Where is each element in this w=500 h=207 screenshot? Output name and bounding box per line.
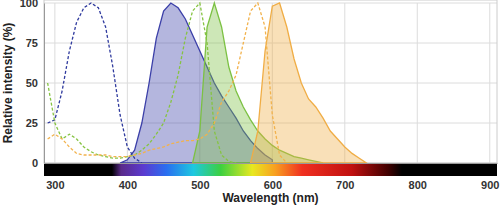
y-tick-label: 100 xyxy=(20,0,38,9)
y-tick: 100 xyxy=(20,0,44,9)
x-tick-label: 700 xyxy=(336,179,354,191)
x-tick: 900 xyxy=(481,163,499,191)
plot-area xyxy=(48,3,367,163)
plot-frame xyxy=(44,0,497,163)
x-grid-line xyxy=(127,3,128,163)
x-axis-title: Wavelength (nm) xyxy=(222,191,318,205)
x-tick-label: 800 xyxy=(409,179,427,191)
y-tick-label: 50 xyxy=(26,77,38,89)
y-axis: 0 25 50 75 100 xyxy=(20,0,45,169)
y-axis-title: Relative intensity (%) xyxy=(1,23,15,144)
y-tick: 50 xyxy=(26,77,44,89)
series-line xyxy=(48,3,236,163)
y-tick: 75 xyxy=(26,37,44,49)
x-tick: 300 xyxy=(46,163,64,191)
series-area xyxy=(251,3,367,163)
y-tick-label: 25 xyxy=(26,117,38,129)
x-tick-label: 300 xyxy=(46,179,64,191)
x-tick-label: 500 xyxy=(191,179,209,191)
series-line xyxy=(48,3,287,163)
x-tick: 400 xyxy=(119,163,137,191)
x-axis-line xyxy=(45,163,498,164)
y-tick: 0 xyxy=(32,157,44,169)
grid xyxy=(44,3,497,163)
x-grid-line xyxy=(417,3,418,163)
y-tick-label: 0 xyxy=(32,157,38,169)
x-tick-label: 400 xyxy=(119,179,137,191)
x-tick-label: 600 xyxy=(264,179,282,191)
y-tick-label: 75 xyxy=(26,37,38,49)
x-grid-line xyxy=(54,3,55,163)
y-tick: 25 xyxy=(26,117,44,129)
chart: 300 400 500 600 700 800 900 0 25 50 75 100 Wavelengt… xyxy=(0,0,500,207)
x-tick: 500 xyxy=(191,163,209,191)
x-grid-line xyxy=(344,3,345,163)
x-tick: 800 xyxy=(409,163,427,191)
x-tick: 700 xyxy=(336,163,354,191)
x-grid-line xyxy=(489,3,490,163)
x-tick-label: 900 xyxy=(481,179,499,191)
x-tick: 600 xyxy=(264,163,282,191)
x-axis: 300 400 500 600 700 800 900 xyxy=(45,163,500,191)
spectrum-bar xyxy=(44,164,497,176)
y-grid-line xyxy=(44,3,497,4)
y-axis-line xyxy=(44,4,45,164)
